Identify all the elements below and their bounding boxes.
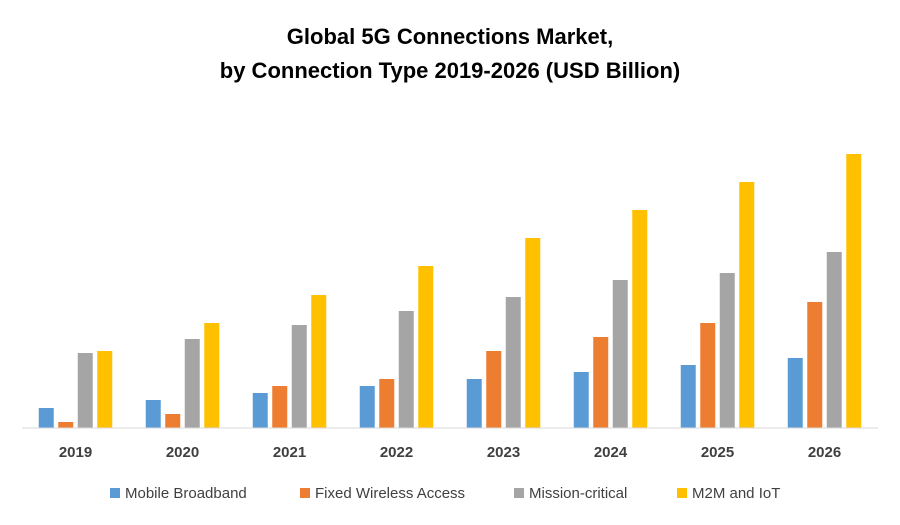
bar (379, 379, 395, 428)
bar (311, 295, 327, 428)
bar (38, 408, 54, 428)
bar (145, 400, 161, 428)
bar (505, 297, 521, 428)
bar (291, 325, 307, 428)
bar (593, 337, 609, 428)
x-tick-label: 2025 (701, 444, 734, 461)
x-tick-label: 2023 (487, 444, 520, 461)
legend-swatch (514, 488, 524, 498)
legend-label: M2M and IoT (692, 485, 780, 502)
x-tick-label: 2022 (380, 444, 413, 461)
bar (787, 358, 803, 428)
bar (466, 379, 482, 428)
bar (165, 414, 181, 428)
bar (846, 154, 862, 428)
legend-swatch (677, 488, 687, 498)
bar (418, 266, 434, 428)
bar (680, 365, 696, 428)
bar (739, 182, 755, 428)
bar (632, 210, 648, 428)
bar (573, 372, 589, 428)
chart-title: Global 5G Connections Market, (287, 24, 613, 49)
bar (97, 351, 113, 428)
bar (58, 422, 74, 428)
x-tick-label: 2021 (273, 444, 306, 461)
bar (807, 302, 823, 428)
bar (252, 393, 268, 428)
bar (77, 353, 93, 428)
bar (826, 252, 842, 428)
x-tick-label: 2020 (166, 444, 199, 461)
bar (700, 323, 716, 428)
legend-label: Mission-critical (529, 485, 627, 502)
bar (486, 351, 502, 428)
x-tick-label: 2026 (808, 444, 841, 461)
bar (184, 339, 200, 428)
bar (612, 280, 628, 428)
chart-title: by Connection Type 2019-2026 (USD Billio… (220, 58, 680, 83)
x-tick-label: 2019 (59, 444, 92, 461)
legend-label: Fixed Wireless Access (315, 485, 465, 502)
legend-label: Mobile Broadband (125, 485, 247, 502)
legend-swatch (300, 488, 310, 498)
bar (525, 238, 541, 428)
legend-swatch (110, 488, 120, 498)
bar (272, 386, 288, 428)
x-tick-label: 2024 (594, 444, 628, 461)
bar (359, 386, 375, 428)
bar (204, 323, 220, 428)
bar (719, 273, 735, 428)
bar (398, 311, 414, 428)
